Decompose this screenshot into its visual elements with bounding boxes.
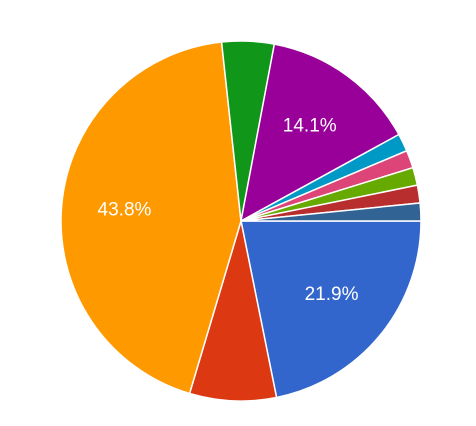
pie-slice [240, 202, 422, 222]
slice-label: 14.1% [283, 115, 337, 136]
pie-slice [60, 41, 242, 395]
slice-label: 43.8% [98, 199, 152, 220]
pie-slice [239, 43, 400, 223]
slice-label: 21.9% [305, 284, 359, 305]
pie-slice [240, 220, 422, 399]
